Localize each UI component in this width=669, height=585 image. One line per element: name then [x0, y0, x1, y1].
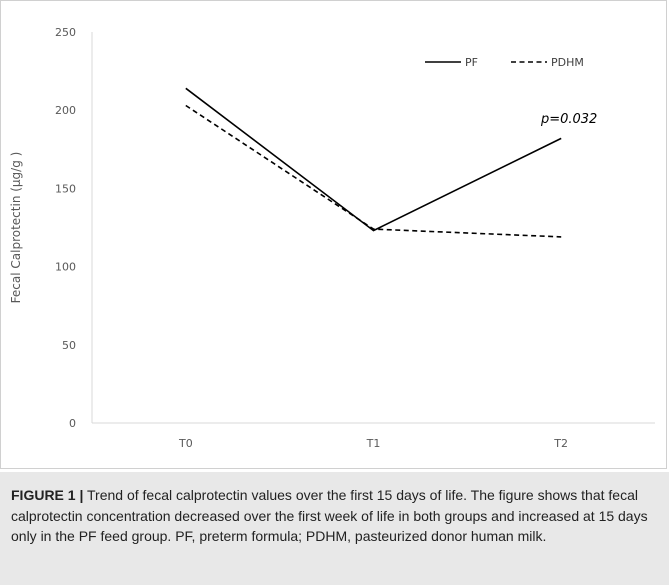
series-layer [185, 87, 562, 238]
y-tick-label: 50 [62, 339, 76, 352]
y-tick-label: 100 [55, 261, 76, 274]
y-tick-label: 200 [55, 104, 76, 117]
y-tick-labels: 0 50 100 150 200 250 [55, 26, 76, 430]
series-line-pdhm [185, 104, 562, 238]
p-value-annotation: p=0.032 [540, 112, 597, 127]
figure-caption-label: FIGURE 1 | [11, 487, 84, 503]
chart-frame [0, 0, 667, 469]
y-tick-label: 150 [55, 182, 76, 195]
figure-caption: FIGURE 1 | Trend of fecal calprotectin v… [11, 485, 661, 547]
x-tick-label: T2 [553, 437, 568, 450]
figure-caption-text: Trend of fecal calprotectin values over … [11, 487, 648, 544]
legend: PF PDHM [425, 56, 584, 69]
annotation-layer: p=0.032 [540, 112, 597, 127]
legend-label-pf: PF [465, 56, 478, 69]
figure-caption-box: FIGURE 1 | Trend of fecal calprotectin v… [0, 472, 669, 585]
legend-label-pdhm: PDHM [551, 56, 584, 69]
y-tick-label: 250 [55, 26, 76, 39]
y-axis-title: Fecal Calprotectin (μg/g ) [9, 152, 23, 304]
x-tick-label: T0 [178, 437, 193, 450]
line-chart: 0 50 100 150 200 250 T0 T1 T2 Fecal Calprotecti… [9, 26, 655, 450]
y-tick-label: 0 [69, 417, 76, 430]
series-line-pf [185, 87, 562, 232]
x-tick-label: T1 [366, 437, 381, 450]
x-tick-labels: T0 T1 T2 [178, 437, 568, 450]
